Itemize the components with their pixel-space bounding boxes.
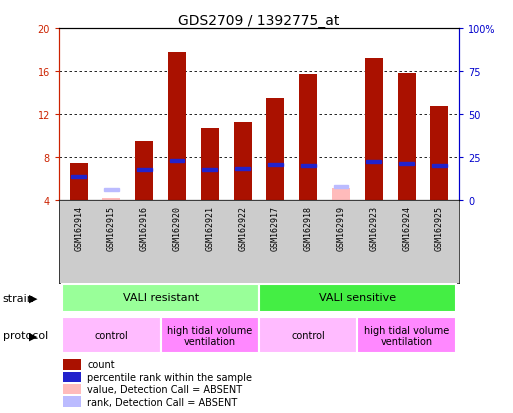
Text: VALI resistant: VALI resistant — [123, 293, 199, 303]
Text: GSM162923: GSM162923 — [369, 205, 379, 250]
Bar — [63, 372, 81, 382]
Bar — [203, 169, 217, 172]
Text: control: control — [94, 330, 128, 341]
Bar — [137, 169, 152, 172]
Text: ▶: ▶ — [29, 293, 37, 304]
Bar — [235, 168, 250, 171]
Bar — [333, 186, 348, 189]
Bar — [266, 99, 285, 200]
Bar — [62, 285, 259, 312]
Text: count: count — [87, 359, 114, 370]
Text: value, Detection Call = ABSENT: value, Detection Call = ABSENT — [87, 384, 242, 394]
Bar — [366, 160, 381, 163]
Bar — [63, 384, 81, 394]
Bar — [170, 159, 185, 162]
Text: control: control — [291, 330, 325, 341]
Text: VALI sensitive: VALI sensitive — [319, 293, 396, 303]
Text: ▶: ▶ — [29, 330, 37, 341]
Text: rank, Detection Call = ABSENT: rank, Detection Call = ABSENT — [87, 396, 237, 407]
Text: GSM162924: GSM162924 — [402, 205, 411, 250]
Bar — [104, 188, 119, 191]
Bar — [201, 128, 219, 200]
Bar — [135, 141, 153, 200]
Bar — [430, 107, 448, 200]
Bar — [62, 318, 161, 354]
Text: protocol: protocol — [3, 330, 48, 341]
Bar — [399, 162, 414, 165]
Bar — [432, 164, 447, 168]
Bar — [71, 175, 86, 178]
Bar — [332, 188, 350, 200]
Text: GSM162918: GSM162918 — [304, 205, 313, 250]
Bar — [103, 198, 121, 200]
Bar — [398, 74, 416, 200]
Bar — [63, 359, 81, 370]
Bar — [233, 123, 252, 200]
Bar — [168, 52, 186, 200]
Text: GSM162915: GSM162915 — [107, 205, 116, 250]
Bar — [63, 396, 81, 407]
Text: high tidal volume
ventilation: high tidal volume ventilation — [167, 325, 252, 347]
Text: GSM162916: GSM162916 — [140, 205, 149, 250]
Bar — [259, 318, 358, 354]
Bar — [268, 164, 283, 166]
Text: GSM162925: GSM162925 — [435, 205, 444, 250]
Bar — [70, 164, 88, 200]
Bar — [358, 318, 456, 354]
Bar — [365, 59, 383, 200]
Bar — [259, 285, 456, 312]
Text: GSM162922: GSM162922 — [238, 205, 247, 250]
Bar — [161, 318, 259, 354]
Text: GSM162919: GSM162919 — [337, 205, 346, 250]
Text: strain: strain — [3, 293, 34, 304]
Text: GSM162917: GSM162917 — [271, 205, 280, 250]
Bar — [301, 164, 315, 168]
Bar — [299, 75, 317, 200]
Text: GSM162921: GSM162921 — [205, 205, 214, 250]
Title: GDS2709 / 1392775_at: GDS2709 / 1392775_at — [179, 14, 340, 28]
Text: high tidal volume
ventilation: high tidal volume ventilation — [364, 325, 449, 347]
Text: GSM162914: GSM162914 — [74, 205, 83, 250]
Text: percentile rank within the sample: percentile rank within the sample — [87, 372, 252, 382]
Text: GSM162920: GSM162920 — [172, 205, 182, 250]
